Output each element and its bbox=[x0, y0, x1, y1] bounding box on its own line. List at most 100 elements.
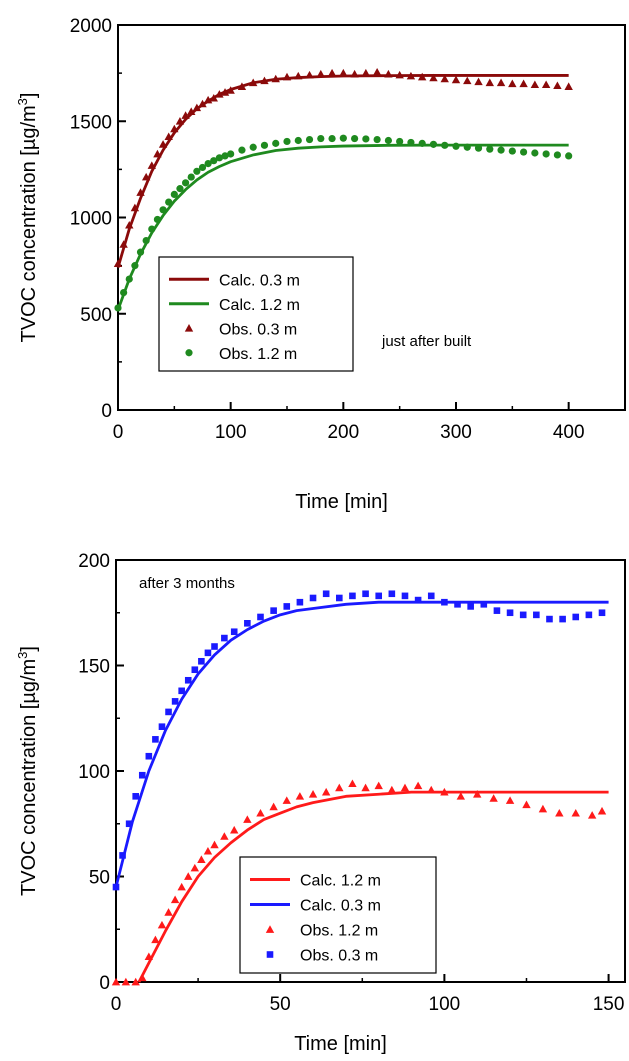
data-point bbox=[244, 620, 251, 627]
legend-label: Obs. 1.2 m bbox=[219, 346, 297, 363]
data-point bbox=[159, 206, 167, 214]
data-point bbox=[463, 143, 471, 151]
data-point bbox=[327, 68, 337, 77]
legend-label: Obs. 1.2 m bbox=[300, 923, 378, 940]
data-point bbox=[145, 752, 153, 760]
data-point bbox=[467, 603, 474, 610]
legend-label: Calc. 1.2 m bbox=[300, 873, 381, 890]
data-point bbox=[309, 594, 317, 602]
data-point bbox=[571, 809, 580, 817]
series-line-0 bbox=[137, 790, 609, 983]
data-point bbox=[362, 590, 369, 598]
x-tick-label: 200 bbox=[327, 422, 359, 443]
data-point bbox=[305, 70, 314, 79]
data-point bbox=[317, 134, 325, 143]
data-point bbox=[165, 708, 172, 716]
y-tick-label: 50 bbox=[89, 868, 110, 889]
series-circle-3 bbox=[114, 134, 573, 312]
y-axis-label-close: ] bbox=[18, 93, 40, 99]
legend-marker-symbol bbox=[266, 951, 274, 958]
data-point bbox=[480, 601, 488, 608]
data-point bbox=[164, 908, 173, 916]
data-point bbox=[565, 152, 573, 160]
data-point bbox=[198, 657, 205, 665]
data-point bbox=[177, 882, 186, 891]
data-point bbox=[125, 275, 133, 283]
data-point bbox=[348, 779, 357, 788]
data-point bbox=[221, 634, 228, 642]
y-axis-label: TVOC concentration [µg/m3] bbox=[15, 646, 40, 896]
data-point bbox=[597, 806, 607, 815]
data-point bbox=[418, 139, 426, 147]
data-point bbox=[542, 150, 550, 158]
data-point bbox=[198, 163, 207, 172]
data-point bbox=[473, 790, 482, 798]
y-tick-label: 0 bbox=[99, 973, 110, 994]
data-point bbox=[361, 783, 370, 792]
data-point bbox=[451, 75, 461, 84]
series-line bbox=[137, 790, 609, 983]
data-point bbox=[203, 846, 213, 855]
data-point bbox=[328, 134, 336, 143]
data-point bbox=[339, 134, 347, 142]
data-point bbox=[349, 592, 356, 600]
data-point bbox=[190, 863, 200, 872]
data-point bbox=[220, 832, 229, 840]
y-tick-label: 2000 bbox=[70, 16, 112, 37]
x-tick-label: 0 bbox=[113, 422, 124, 443]
data-point bbox=[508, 147, 516, 155]
data-point bbox=[440, 74, 449, 83]
data-point bbox=[452, 142, 460, 150]
x-tick-label: 150 bbox=[593, 994, 625, 1015]
data-point bbox=[283, 603, 291, 610]
y-tick-label: 200 bbox=[78, 551, 110, 572]
data-point bbox=[564, 82, 573, 90]
series-line-1 bbox=[116, 143, 569, 311]
data-point bbox=[322, 590, 330, 598]
data-point bbox=[131, 262, 139, 270]
data-point bbox=[486, 145, 494, 153]
chart-annotation: just after built bbox=[381, 333, 472, 350]
data-point bbox=[184, 676, 192, 684]
data-point bbox=[351, 134, 359, 143]
data-point bbox=[131, 977, 140, 986]
data-point bbox=[296, 598, 304, 606]
data-point bbox=[429, 73, 438, 82]
series-triangle-2 bbox=[113, 67, 573, 268]
series-line bbox=[116, 74, 569, 268]
data-point bbox=[441, 598, 448, 606]
data-point bbox=[230, 628, 238, 636]
chart-annotation: after 3 months bbox=[139, 575, 235, 592]
data-point bbox=[210, 157, 218, 165]
data-point bbox=[305, 135, 314, 144]
data-point bbox=[203, 95, 213, 104]
data-point bbox=[508, 79, 517, 88]
data-point bbox=[308, 790, 318, 798]
data-point bbox=[164, 132, 173, 141]
data-point bbox=[197, 855, 206, 863]
data-point bbox=[249, 143, 257, 151]
data-point bbox=[538, 804, 548, 813]
data-point bbox=[198, 99, 207, 108]
data-point bbox=[519, 611, 527, 619]
data-point bbox=[427, 592, 435, 600]
data-point bbox=[256, 809, 265, 817]
data-point bbox=[144, 952, 154, 961]
data-point bbox=[533, 611, 540, 619]
data-point bbox=[418, 72, 427, 81]
data-point bbox=[321, 787, 331, 796]
data-point bbox=[119, 240, 128, 248]
data-point bbox=[175, 117, 185, 125]
data-point bbox=[519, 79, 528, 88]
data-point bbox=[119, 852, 126, 859]
data-point bbox=[271, 74, 280, 83]
data-point bbox=[361, 68, 371, 77]
data-point bbox=[388, 590, 396, 598]
data-point bbox=[170, 190, 178, 198]
data-point bbox=[413, 781, 423, 790]
series-triangle-2 bbox=[111, 779, 607, 986]
x-tick-label: 50 bbox=[270, 994, 291, 1015]
data-point bbox=[182, 179, 190, 187]
data-point bbox=[272, 139, 280, 147]
data-point bbox=[335, 783, 344, 792]
